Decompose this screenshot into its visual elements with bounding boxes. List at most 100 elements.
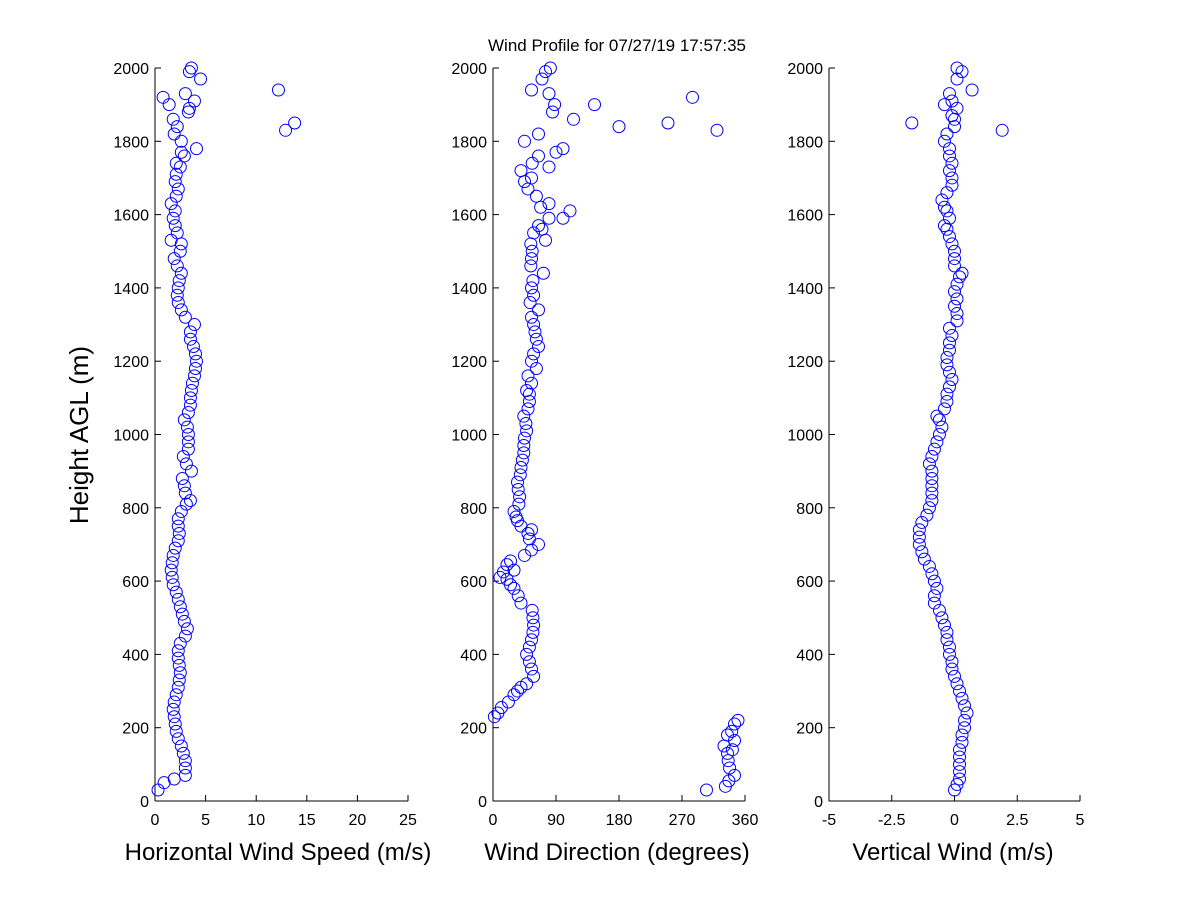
data-point: [721, 746, 734, 760]
y-tick-label: 0: [478, 794, 487, 811]
data-point: [181, 406, 195, 420]
data-point: [953, 765, 967, 779]
data-point: [915, 545, 929, 559]
data-point: [950, 277, 964, 291]
data-point: [525, 310, 538, 324]
data-point: [511, 482, 525, 496]
data-point: [950, 72, 964, 86]
data-point: [178, 87, 192, 101]
data-point: [532, 219, 545, 233]
data-point: [525, 171, 538, 185]
data-point: [169, 189, 183, 203]
data-point: [525, 244, 539, 258]
data-point: [953, 757, 967, 771]
data-point: [525, 354, 538, 368]
data-point: [588, 98, 601, 112]
data-point: [511, 475, 524, 489]
data-point: [945, 171, 959, 185]
y-tick-label: 2000: [113, 61, 149, 78]
data-point: [525, 603, 539, 617]
data-point: [173, 160, 187, 174]
data-point: [178, 486, 192, 500]
data-point: [912, 523, 926, 537]
data-point: [543, 61, 557, 75]
data-point: [725, 724, 739, 738]
data-point: [950, 307, 964, 321]
data-point: [937, 134, 951, 148]
data-point: [176, 746, 190, 760]
data-point: [172, 274, 186, 288]
panel-vertical-wind: 0 200 400 600 800 1000 1200 1400 1600 1800 2000 -5 -…: [787, 61, 1084, 866]
data-point: [522, 655, 536, 669]
data-point: [940, 186, 954, 200]
data-point: [170, 288, 184, 302]
data-point: [522, 640, 536, 654]
data-point: [950, 101, 964, 115]
data-point: [945, 109, 959, 123]
data-point: [500, 558, 514, 572]
data-point: [563, 204, 577, 218]
data-point: [171, 512, 185, 526]
y-tick-label: 1600: [787, 208, 823, 225]
data-point: [167, 127, 181, 141]
data-point: [174, 739, 188, 753]
data-point: [940, 387, 954, 401]
x-tick-label: 0: [151, 812, 160, 829]
data-point: [536, 266, 550, 280]
data-point: [935, 420, 949, 434]
data-point: [175, 607, 189, 621]
data-point: [955, 691, 969, 705]
data-point: [182, 101, 196, 115]
data-point: [279, 123, 293, 137]
x-axis-title: Horizontal Wind Speed (m/s): [125, 839, 432, 866]
data-point: [950, 292, 964, 306]
data-point: [925, 449, 939, 463]
data-point: [927, 589, 941, 603]
y-tick-label: 1400: [451, 281, 487, 298]
data-point: [167, 710, 181, 724]
data-point: [937, 618, 951, 632]
x-tick-label: 5: [1076, 812, 1085, 829]
data-point: [723, 761, 737, 775]
data-point: [177, 149, 191, 163]
data-point: [507, 504, 521, 518]
data-point: [529, 332, 543, 346]
data-point: [532, 340, 545, 354]
data-point: [534, 200, 548, 214]
data-point: [170, 120, 184, 134]
data-point: [942, 230, 956, 244]
data-point: [500, 572, 514, 586]
data-point: [172, 673, 186, 687]
data-point: [525, 252, 538, 266]
data-point: [525, 83, 538, 97]
data-point: [171, 534, 185, 548]
data-point: [487, 710, 501, 724]
data-point: [171, 296, 185, 310]
data-point: [937, 200, 951, 214]
data-point: [955, 735, 969, 749]
data-point: [521, 402, 535, 416]
y-tick-label: 1000: [113, 428, 149, 445]
data-point: [728, 717, 741, 731]
data-point: [527, 288, 541, 302]
data-point: [525, 281, 538, 295]
data-point: [927, 442, 941, 456]
data-point: [171, 680, 185, 694]
data-point: [539, 65, 552, 79]
data-point: [188, 347, 202, 361]
panel-horizontal-wind-speed: 0 200 400 600 800 1000 1200 1400 1600 1800 2000 0 5 1…: [113, 61, 431, 866]
data-point: [520, 647, 534, 661]
data-point: [945, 178, 959, 192]
data-point: [513, 468, 527, 482]
data-point: [168, 204, 182, 218]
data-point: [922, 457, 936, 471]
data-point: [925, 486, 939, 500]
data-point: [173, 600, 187, 614]
data-point: [520, 677, 534, 691]
data-point: [525, 633, 538, 647]
data-point: [174, 504, 188, 518]
data-point: [567, 112, 580, 126]
data-point: [527, 618, 541, 632]
data-point: [169, 724, 183, 738]
data-point: [173, 666, 187, 680]
